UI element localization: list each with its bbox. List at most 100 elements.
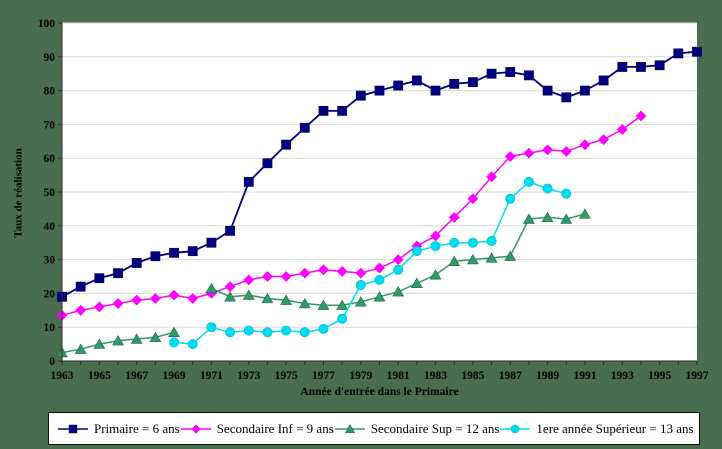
- series-secondaire-inf-marker: [616, 124, 628, 135]
- series-primaire-marker: [430, 85, 441, 96]
- series-primaire-marker: [561, 92, 572, 103]
- series-superieur-1ere-annee-marker: [430, 241, 441, 252]
- series-secondaire-inf-marker: [112, 298, 124, 309]
- x-tick-label: 1967: [125, 370, 148, 382]
- series-primaire-marker: [225, 225, 235, 236]
- series-secondaire-sup-marker: [112, 335, 124, 346]
- series-secondaire-inf-marker: [392, 254, 404, 265]
- x-tick-label: 1995: [648, 370, 671, 382]
- series-superieur-1ere-annee-marker: [262, 327, 273, 338]
- series-secondaire-sup-marker: [298, 297, 311, 309]
- series-secondaire-sup-marker: [448, 255, 461, 266]
- series-primaire-marker: [524, 70, 534, 81]
- series-superieur-1ere-annee-marker: [355, 279, 366, 290]
- series-superieur-1ere-annee-marker: [374, 274, 385, 285]
- series-primaire-marker: [75, 281, 86, 292]
- legend-label: Secondaire Inf = 9 ans: [216, 420, 334, 436]
- series-secondaire-inf-marker: [243, 274, 255, 286]
- series-superieur-1ere-annee-marker: [561, 188, 572, 199]
- y-axis-title: Taux de réalisation: [8, 95, 30, 290]
- circle-marker-icon: [500, 424, 531, 433]
- series-secondaire-sup-marker: [344, 423, 355, 433]
- series-secondaire-inf-marker: [542, 144, 553, 156]
- series-secondaire-inf-marker: [149, 293, 161, 304]
- series-primaire-marker: [411, 75, 422, 86]
- series-superieur-1ere-annee-marker: [467, 237, 478, 248]
- series-primaire-marker: [337, 105, 348, 116]
- series-superieur-1ere-annee-marker: [243, 325, 254, 336]
- series-primaire-marker: [673, 48, 684, 59]
- series-secondaire-inf-marker: [262, 271, 273, 282]
- series-primaire-marker: [262, 158, 273, 169]
- y-tick-label: 80: [44, 86, 56, 98]
- series-secondaire-inf-marker: [191, 423, 201, 434]
- series-superieur-1ere-annee-marker: [299, 327, 310, 338]
- series-secondaire-sup-marker: [560, 213, 573, 224]
- legend-item-superieur-1ere-annee: 1ere année Supérieur = 13 ans: [499, 421, 694, 437]
- series-secondaire-sup-marker: [130, 333, 143, 344]
- x-tick-label: 1979: [349, 370, 372, 382]
- x-tick-label: 1977: [312, 370, 335, 382]
- x-axis-title: Année d'entrée dans le Primaire: [300, 386, 459, 398]
- x-tick-label: 1981: [387, 370, 410, 382]
- y-tick-label: 50: [44, 187, 56, 199]
- x-tick-label: 1963: [51, 370, 74, 382]
- series-primaire-marker: [299, 122, 310, 133]
- series-primaire-marker: [467, 77, 478, 88]
- series-secondaire-sup-marker: [336, 299, 349, 310]
- series-superieur-1ere-annee-marker: [281, 325, 292, 336]
- series-secondaire-sup-marker: [466, 253, 479, 265]
- series-primaire-marker: [187, 246, 198, 257]
- series-secondaire-inf-marker: [486, 171, 497, 183]
- square-marker-icon: [58, 424, 88, 433]
- series-secondaire-inf-marker: [448, 211, 460, 223]
- series-secondaire-sup-marker: [242, 289, 255, 300]
- series-superieur-1ere-annee-marker: [511, 424, 520, 433]
- series-primaire-marker: [486, 68, 497, 79]
- series-secondaire-sup-marker: [168, 326, 180, 337]
- series-secondaire-inf-marker: [598, 134, 610, 146]
- series-secondaire-inf-marker: [523, 147, 535, 159]
- series-secondaire-inf-marker: [318, 264, 329, 276]
- series-secondaire-inf-marker: [224, 281, 236, 293]
- series-superieur-1ere-annee-marker: [449, 237, 460, 248]
- series-secondaire-sup-marker: [354, 296, 367, 307]
- series-primaire-marker: [281, 139, 292, 150]
- x-tick-label: 1993: [611, 370, 634, 382]
- series-secondaire-inf-marker: [374, 262, 385, 274]
- series-secondaire-inf-marker: [131, 294, 143, 306]
- series-secondaire-inf-marker: [168, 289, 180, 301]
- series-secondaire-sup-marker: [579, 208, 591, 219]
- series-primaire-marker: [131, 258, 142, 268]
- series-primaire-marker: [449, 78, 460, 89]
- y-tick-label: 60: [44, 153, 56, 165]
- x-tick-label: 1985: [461, 370, 484, 382]
- series-primaire-marker: [113, 268, 123, 279]
- series-primaire-marker: [598, 75, 609, 86]
- series-superieur-1ere-annee-marker: [225, 327, 236, 338]
- series-secondaire-inf-marker: [560, 146, 572, 157]
- series-primaire-marker: [542, 85, 553, 96]
- series-secondaire-sup-marker: [392, 286, 405, 297]
- series-primaire-marker: [654, 60, 665, 71]
- series-secondaire-sup-marker: [261, 292, 274, 304]
- legend-label: Secondaire Sup = 12 ans: [370, 420, 500, 436]
- series-secondaire-sup-marker: [485, 252, 498, 263]
- series-secondaire-sup-marker: [410, 277, 423, 288]
- legend-item-secondaire-inf: Secondaire Inf = 9 ans: [180, 421, 334, 437]
- series-superieur-1ere-annee-marker: [542, 183, 553, 194]
- y-axis-title-text: Taux de réalisation: [13, 147, 26, 238]
- series-superieur-1ere-annee-marker: [486, 236, 497, 247]
- series-primaire-marker: [243, 176, 254, 187]
- series-superieur-1ere-annee-marker: [318, 323, 329, 334]
- series-secondaire-sup-marker: [205, 282, 218, 294]
- x-tick-label: 1965: [88, 370, 111, 382]
- x-tick-label: 1971: [200, 370, 223, 382]
- series-secondaire-sup-marker: [541, 211, 554, 223]
- series-primaire-marker: [169, 247, 179, 258]
- y-tick-label: 20: [44, 288, 56, 300]
- series-primaire-marker: [580, 85, 590, 96]
- series-secondaire-sup-marker: [93, 338, 106, 349]
